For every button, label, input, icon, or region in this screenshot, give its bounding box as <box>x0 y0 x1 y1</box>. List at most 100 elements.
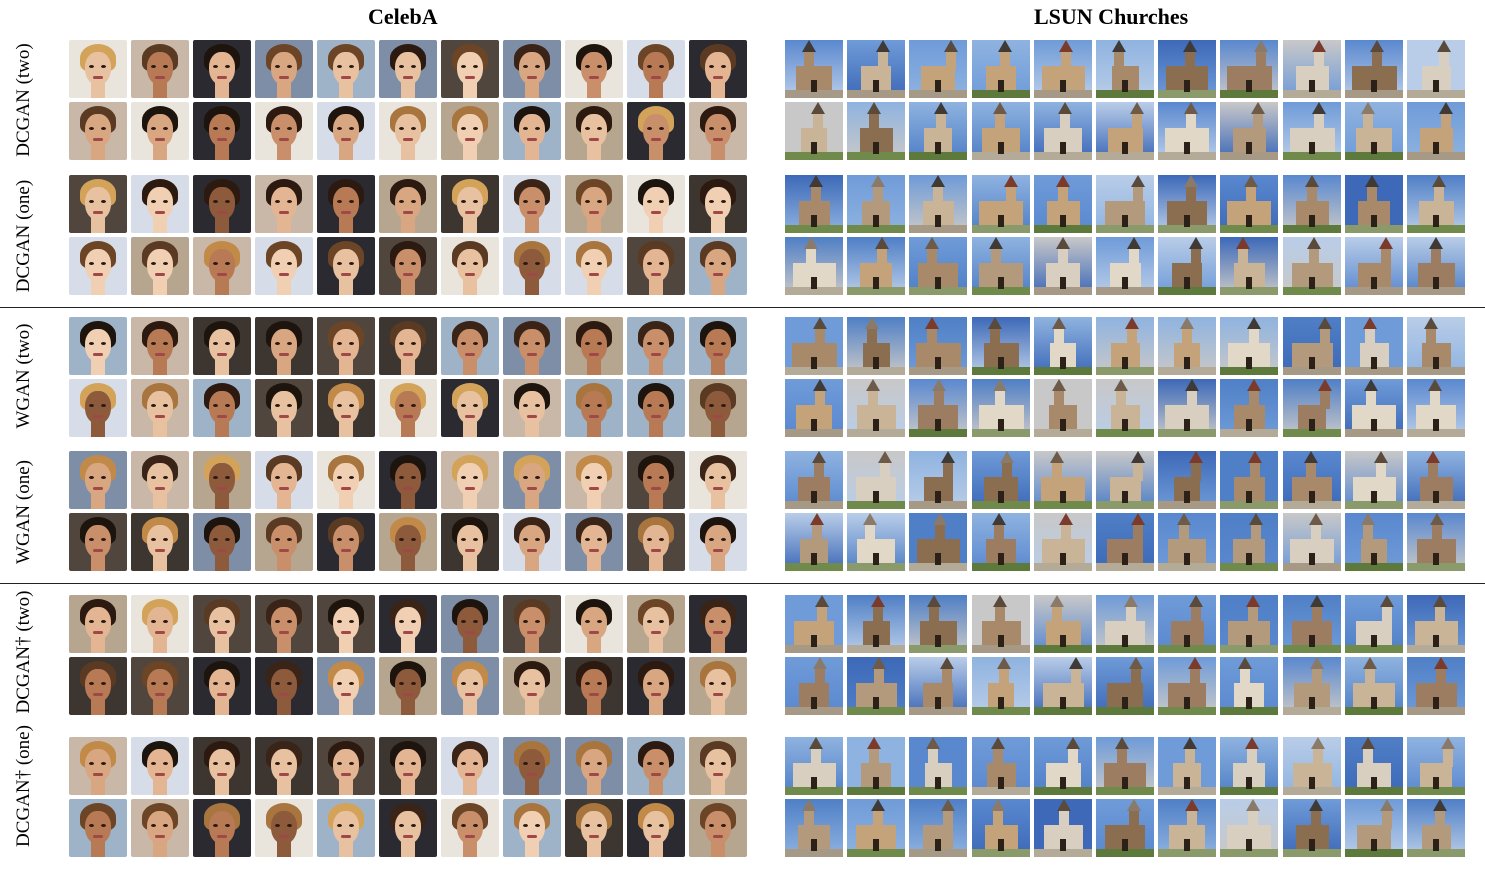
lsun-church-sample-image <box>785 237 843 295</box>
celeba-sample-image <box>193 595 251 653</box>
celeba-sample-image <box>627 40 685 98</box>
celeba-sample-image <box>379 102 437 160</box>
lsun-church-sample-image <box>1345 513 1403 571</box>
celeba-sample-image <box>441 799 499 857</box>
lsun-church-sample-image <box>1220 799 1278 857</box>
lsun-church-sample-image <box>1220 102 1278 160</box>
celeba-column-title: CelebA <box>368 4 438 29</box>
lsun-church-sample-image <box>847 595 905 653</box>
celeba-sample-image <box>565 657 623 715</box>
lsun-church-sample-image <box>1283 102 1341 160</box>
celeba-sample-image <box>317 657 375 715</box>
lsun-church-sample-image <box>847 317 905 375</box>
celeba-sample-image <box>69 595 127 653</box>
lsun-church-sample-image <box>847 237 905 295</box>
row-label-dcgan-dagger-one: DCGAN† (one) <box>13 725 34 847</box>
celeba-sample-image <box>689 379 747 437</box>
celeba-sample-image <box>503 451 561 509</box>
lsun-church-sample-image <box>909 657 967 715</box>
lsun-church-sample-image <box>1345 657 1403 715</box>
lsun-church-sample-image <box>972 657 1030 715</box>
celeba-sample-image <box>317 513 375 571</box>
lsun-church-sample-image <box>1283 799 1341 857</box>
lsun-church-sample-image <box>909 799 967 857</box>
lsun-church-sample-image <box>972 237 1030 295</box>
celeba-sample-image <box>255 102 313 160</box>
lsun-church-sample-image <box>1407 102 1465 160</box>
lsun-church-sample-image <box>1345 175 1403 233</box>
lsun-church-sample-image <box>785 379 843 437</box>
lsun-church-sample-image <box>785 799 843 857</box>
lsun-church-sample-image <box>972 513 1030 571</box>
celeba-sample-image <box>255 451 313 509</box>
celeba-sample-image <box>379 595 437 653</box>
celeba-sample-image <box>193 657 251 715</box>
celeba-sample-image <box>627 317 685 375</box>
lsun-church-sample-image <box>1407 451 1465 509</box>
lsun-church-sample-image <box>972 379 1030 437</box>
celeba-sample-image <box>689 799 747 857</box>
celeba-sample-image <box>565 799 623 857</box>
celeba-sample-image <box>69 737 127 795</box>
celeba-sample-image <box>503 102 561 160</box>
celeba-sample-image <box>565 737 623 795</box>
lsun-church-sample-image <box>1096 175 1154 233</box>
celeba-sample-image <box>627 102 685 160</box>
lsun-church-sample-image <box>1158 737 1216 795</box>
lsun-church-sample-image <box>1283 379 1341 437</box>
lsun-church-sample-image <box>847 40 905 98</box>
celeba-sample-image <box>689 513 747 571</box>
lsun-church-sample-image <box>847 175 905 233</box>
lsun-church-sample-image <box>909 175 967 233</box>
lsun-church-sample-image <box>1283 317 1341 375</box>
lsun-church-sample-image <box>1283 237 1341 295</box>
lsun-church-sample-image <box>1407 657 1465 715</box>
celeba-sample-image <box>689 595 747 653</box>
lsun-church-sample-image <box>972 799 1030 857</box>
celeba-sample-image <box>131 175 189 233</box>
celeba-sample-image <box>69 40 127 98</box>
lsun-church-sample-image <box>1220 657 1278 715</box>
celeba-sample-image <box>565 102 623 160</box>
celeba-sample-image <box>131 595 189 653</box>
lsun-church-sample-image <box>847 451 905 509</box>
lsun-church-sample-image <box>847 102 905 160</box>
section-divider-1 <box>0 307 1485 308</box>
celeba-sample-image <box>255 40 313 98</box>
lsun-church-sample-image <box>1407 175 1465 233</box>
lsun-church-sample-image <box>1034 317 1092 375</box>
celeba-sample-image <box>69 175 127 233</box>
lsun-church-sample-image <box>1158 175 1216 233</box>
celeba-sample-image <box>503 513 561 571</box>
lsun-church-sample-image <box>972 175 1030 233</box>
lsun-church-sample-image <box>1158 102 1216 160</box>
lsun-church-sample-image <box>1034 102 1092 160</box>
lsun-church-sample-image <box>1345 317 1403 375</box>
lsun-church-sample-image <box>1158 657 1216 715</box>
celeba-sample-image <box>565 451 623 509</box>
lsun-church-sample-image <box>1283 595 1341 653</box>
lsun-church-sample-image <box>1345 595 1403 653</box>
lsun-church-sample-image <box>909 513 967 571</box>
lsun-church-sample-image <box>1158 799 1216 857</box>
lsun-church-sample-image <box>909 317 967 375</box>
row-label-dcgan-dagger-two: DCGAN† (two) <box>13 590 34 714</box>
lsun-church-sample-image <box>1158 40 1216 98</box>
lsun-church-sample-image <box>1407 799 1465 857</box>
lsun-church-sample-image <box>847 513 905 571</box>
celeba-sample-image <box>193 102 251 160</box>
celeba-sample-image <box>565 379 623 437</box>
celeba-sample-image <box>565 175 623 233</box>
lsun-church-sample-image <box>1034 595 1092 653</box>
lsun-church-sample-image <box>909 737 967 795</box>
celeba-sample-image <box>441 595 499 653</box>
celeba-sample-image <box>689 175 747 233</box>
celeba-sample-image <box>441 657 499 715</box>
lsun-church-sample-image <box>1407 379 1465 437</box>
lsun-church-sample-image <box>1220 237 1278 295</box>
celeba-sample-image <box>131 237 189 295</box>
lsun-church-sample-image <box>1096 237 1154 295</box>
lsun-church-sample-image <box>1345 379 1403 437</box>
celeba-sample-image <box>317 102 375 160</box>
lsun-church-sample-image <box>909 40 967 98</box>
